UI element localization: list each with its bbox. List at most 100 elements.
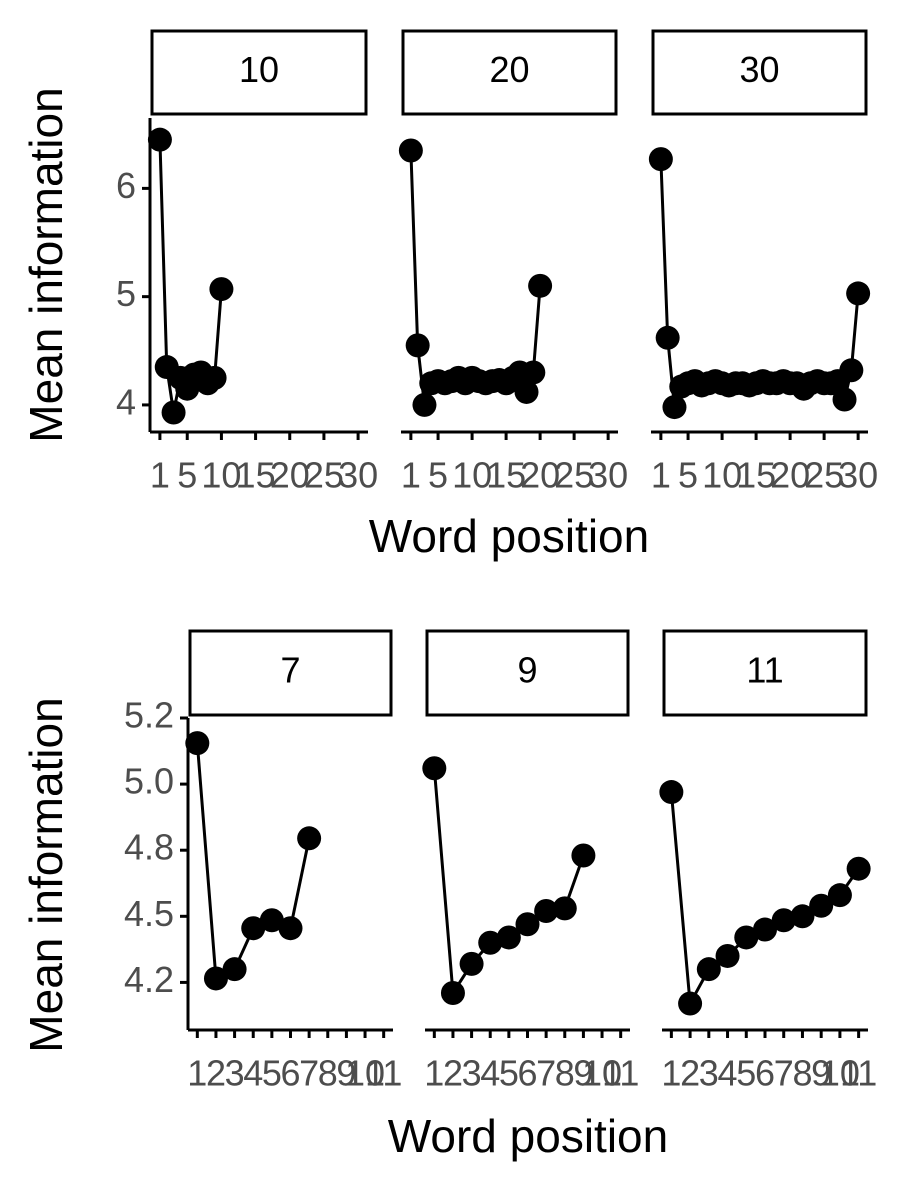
x-tick-label: 4 [243, 1053, 263, 1094]
x-tick-label: 30 [838, 455, 878, 496]
x-tick-label: 30 [338, 455, 378, 496]
x-tick-label: 20 [270, 455, 310, 496]
point [552, 896, 577, 921]
point [715, 943, 740, 968]
x-tick-label: 1 [424, 1053, 444, 1094]
point [846, 281, 871, 306]
line [195, 743, 311, 981]
point [846, 856, 871, 881]
x-tick-label: 1 [401, 455, 421, 496]
point [514, 379, 539, 404]
x-tick-label: 2 [206, 1053, 226, 1094]
x-tick-label: 9 [573, 1053, 593, 1094]
point [534, 899, 559, 924]
x-tick-label: 5 [678, 455, 698, 496]
point [202, 365, 227, 390]
strip [651, 29, 868, 116]
point [278, 916, 303, 941]
x-tick-label: 30 [588, 455, 628, 496]
point [809, 893, 834, 918]
point [827, 883, 852, 908]
x-tick-label: 25 [804, 455, 844, 496]
strip [401, 29, 618, 116]
x-tick-label: 10 [820, 1053, 860, 1094]
point [678, 991, 703, 1016]
x-tick-label: 11 [365, 1053, 402, 1094]
x-tick-label: 4 [480, 1053, 500, 1094]
point [734, 925, 759, 950]
x-tick-label: 20 [520, 455, 560, 496]
x-tick-label: 10 [201, 455, 241, 496]
x-tick-label: 5 [499, 1053, 519, 1094]
point [659, 780, 684, 805]
strip-label: 20 [489, 49, 529, 90]
y-tick-label: 5 [116, 273, 136, 314]
x-tick-label: 3 [699, 1053, 719, 1094]
point [459, 951, 484, 976]
x-tick-label: 5 [262, 1053, 282, 1094]
x-tick-label: 6 [517, 1053, 537, 1094]
x-tick-label: 1 [661, 1053, 681, 1094]
x-tick-label: 8 [318, 1053, 338, 1094]
point [209, 277, 234, 302]
x-tick-label: 11 [840, 1053, 877, 1094]
x-tick-label: 1 [187, 1053, 207, 1094]
x-tick-label: 10 [452, 455, 492, 496]
y-axis-title: Mean information [20, 87, 72, 442]
y-tick-label: 4.8 [124, 827, 174, 868]
x-tick-label: 6 [755, 1053, 775, 1094]
x-tick-label: 9 [336, 1053, 356, 1094]
x-tick-label: 7 [774, 1053, 794, 1094]
x-tick-label: 9 [811, 1053, 831, 1094]
x-tick-label: 3 [462, 1053, 482, 1094]
point [405, 333, 430, 358]
y-tick-label: 4.2 [124, 959, 174, 1000]
x-tick-label: 2 [443, 1053, 463, 1094]
x-tick-label: 11 [602, 1053, 639, 1094]
y-tick-label: 6 [116, 165, 136, 206]
point [515, 912, 540, 937]
x-tick-label: 5 [428, 455, 448, 496]
x-tick-label: 10 [702, 455, 742, 496]
x-tick-label: 7 [299, 1053, 319, 1094]
y-tick-label: 4.5 [124, 893, 174, 934]
point [412, 392, 437, 417]
strip-label: 7 [280, 650, 300, 691]
line [432, 768, 585, 998]
point [398, 138, 423, 163]
x-tick-label: 3 [225, 1053, 245, 1094]
point [185, 731, 210, 756]
x-tick-label: 5 [736, 1053, 756, 1094]
strip [188, 629, 393, 717]
strip [150, 29, 368, 116]
point [648, 147, 673, 172]
point [478, 930, 503, 955]
point [571, 843, 596, 868]
point [753, 917, 777, 942]
x-tick-label: 4 [718, 1053, 738, 1094]
x-tick-label: 10 [582, 1053, 622, 1094]
y-tick-label: 5.0 [124, 761, 174, 802]
point [655, 325, 680, 350]
point [832, 387, 857, 412]
strip [425, 629, 630, 717]
x-tick-label: 1 [651, 455, 671, 496]
point [297, 826, 322, 851]
y-axis-title: Mean information [20, 697, 72, 1052]
point [696, 957, 721, 982]
point [241, 916, 266, 941]
x-tick-label: 10 [345, 1053, 385, 1094]
x-tick-label: 5 [177, 455, 197, 496]
point [662, 395, 687, 420]
x-tick-label: 8 [792, 1053, 812, 1094]
x-tick-label: 6 [280, 1053, 300, 1094]
strip-label: 30 [739, 49, 779, 90]
point [521, 360, 546, 385]
point [440, 980, 465, 1005]
point [528, 273, 553, 298]
x-tick-label: 7 [536, 1053, 556, 1094]
point [161, 400, 186, 425]
strip-label: 11 [746, 650, 783, 691]
point [771, 908, 796, 933]
